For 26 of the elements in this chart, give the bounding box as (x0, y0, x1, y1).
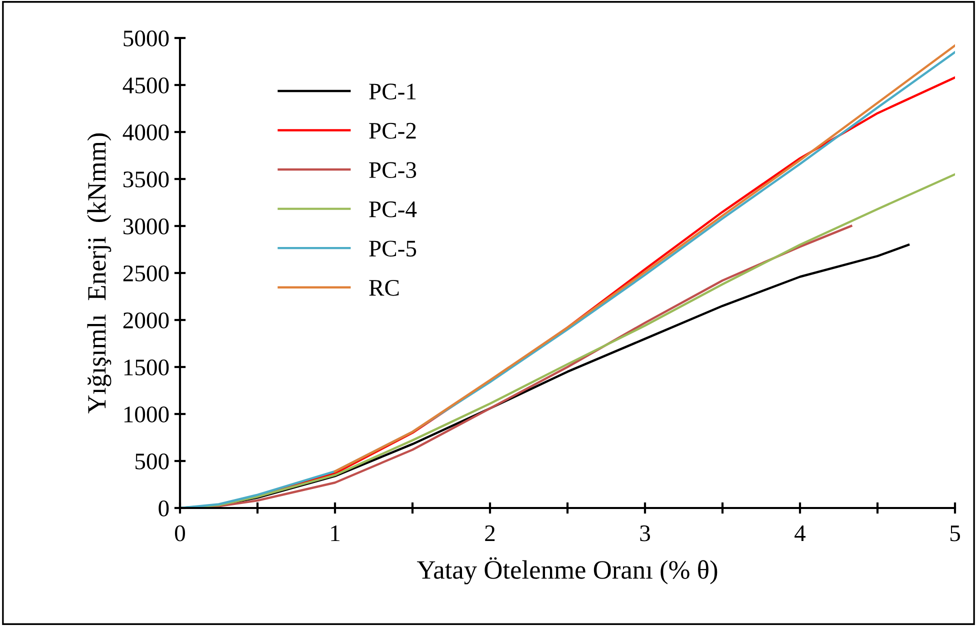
x-tick-label: 2 (485, 525, 495, 542)
legend-label: PC-2 (369, 122, 416, 139)
y-tick-label: 2500 (123, 265, 169, 282)
legend-label: PC-5 (369, 240, 416, 257)
y-tick-label: 3500 (123, 171, 169, 188)
x-tick-label: 0 (174, 525, 186, 542)
x-tick-label: 4 (794, 526, 806, 542)
y-tick-label: 0 (158, 500, 169, 516)
y-tick-label: 2000 (123, 312, 169, 328)
legend-label: PC-3 (369, 162, 416, 178)
y-tick-label: 4500 (122, 77, 169, 94)
y-tick-label: 500 (136, 453, 169, 470)
x-tick-label: 3 (640, 525, 650, 542)
y-tick-label: 5000 (124, 30, 169, 46)
y-tick-label: 4000 (122, 124, 169, 140)
line-series (334, 44, 955, 472)
y-tick-label: 1000 (124, 406, 169, 422)
x-tick-label: 1 (331, 525, 340, 542)
legend-label: PC-4 (369, 201, 417, 218)
y-axis-title: Yığışımlı Enerji (kNmm) (87, 133, 112, 414)
x-tick-label: 5 (950, 526, 960, 542)
legend-label: PC-1 (369, 84, 416, 100)
legend-label: RC (369, 280, 399, 296)
y-tick-label: 3000 (123, 218, 169, 234)
y-tick-label: 1500 (124, 359, 169, 376)
x-axis-title: Yatay Ötelenme Oranı (% θ) (416, 557, 718, 584)
